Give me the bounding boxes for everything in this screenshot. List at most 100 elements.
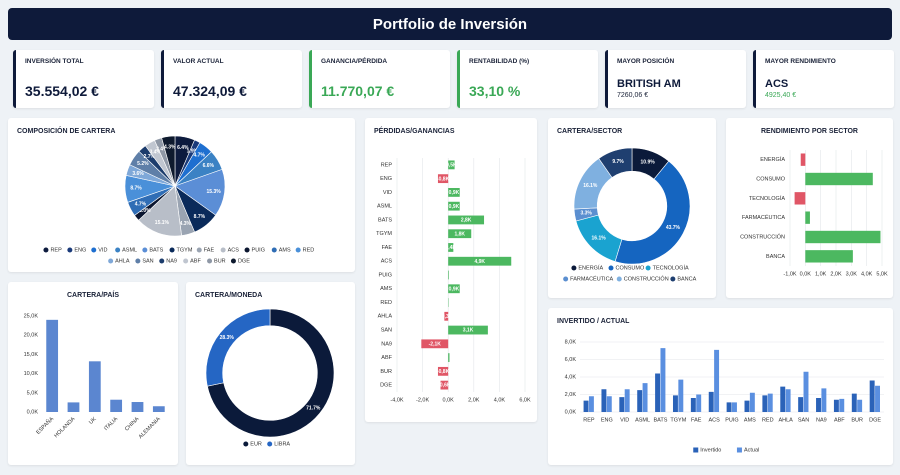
legend-swatch: [295, 247, 301, 253]
chart: CARTERA/MONEDA 71.7% 28.3% EUR LIBRA: [195, 292, 335, 447]
chart-panel: CARTERA/PAÍS 0,0K 5,0K 10,0K 15,0K 20,0K 25,0K…: [8, 282, 178, 465]
x-tick-label: ESPAÑA: [35, 415, 56, 436]
y-tick-label: 10,0K: [24, 371, 39, 377]
legend-swatch: [271, 247, 277, 253]
legend-label: AMS: [279, 247, 291, 253]
legend-label: ABF: [190, 258, 201, 264]
y-tick-label: ENG: [380, 176, 392, 182]
data-label: 3.3%: [580, 211, 592, 217]
y-tick-label: AMS: [380, 286, 392, 292]
kpi-label: RENTABILIDAD (%): [469, 58, 530, 65]
bar: [67, 402, 80, 412]
bar: [708, 391, 714, 412]
x-tick-label: PUIG: [725, 417, 738, 423]
chart: PÉRDIDAS/GANANCIAS -4,0K -2,0K 0,0K 2,0K 4,0K…: [374, 126, 531, 404]
kpi-card: RENTABILIDAD (%) 33,10 %: [457, 50, 598, 108]
legend-swatch: [67, 247, 73, 253]
chart-title: CARTERA/SECTOR: [557, 128, 622, 135]
legend-label: TGYM: [177, 247, 193, 253]
chart-panel: CARTERA/MONEDA 71.7% 28.3% EUR LIBRA: [186, 282, 355, 465]
bar: [642, 383, 648, 412]
chart-panel: INVERTIDO / ACTUAL 0,0K 2,0K 4,0K 6,0K 8,0K RE…: [548, 308, 893, 465]
y-tick-label: NA9: [381, 341, 392, 347]
x-tick-label: ITALIA: [103, 416, 119, 432]
bar: [46, 319, 59, 412]
x-tick-label: BUR: [851, 417, 863, 423]
x-tick-label: 4,0K: [861, 271, 873, 277]
y-tick-label: TECNOLOGÍA: [749, 195, 785, 202]
chart: CARTERA/PAÍS 0,0K 5,0K 10,0K 15,0K 20,0K 25,0K…: [24, 290, 165, 440]
y-tick-label: 4,0K: [565, 374, 577, 380]
chart: RENDIMIENTO POR SECTOR -1,0K 0,0K 1,0K 2,0K 3…: [740, 128, 888, 278]
legend-label: ENERGÍA: [578, 264, 603, 271]
bar: [448, 270, 449, 280]
y-tick-label: BUR: [380, 369, 392, 375]
bar: [448, 188, 460, 197]
legend-label: LIBRA: [274, 441, 290, 447]
legend-label: BATS: [149, 247, 163, 253]
y-tick-label: AHLA: [378, 314, 393, 320]
kpi-card: VALOR ACTUAL 47.324,09 €: [161, 50, 302, 108]
kpi-card: MAYOR RENDIMIENTO ACS 4925,40 €: [753, 50, 894, 108]
legend-swatch: [196, 247, 202, 253]
data-label: 16.1%: [592, 236, 607, 242]
bar: [714, 349, 720, 412]
legend-swatch: [563, 276, 569, 282]
data-label: 0,4K: [445, 245, 456, 251]
bar: [637, 390, 643, 412]
x-tick-label: RED: [762, 417, 774, 423]
legend-swatch: [267, 441, 273, 447]
data-label: 1.9%: [187, 148, 199, 154]
chart-panel: COMPOSICIÓN DE CARTERA 6.4% 1.9% 4.7% 6.6% 15…: [8, 118, 355, 272]
chart-panel: CARTERA/SECTOR 10.9% 43.7% 16.1% 3.3% 16.1% 9.…: [548, 118, 716, 298]
bar: [839, 398, 845, 412]
y-tick-label: VID: [383, 190, 392, 196]
bar: [588, 396, 594, 412]
legend-label: TECNOLOGÍA: [653, 264, 689, 271]
legend-label: ACS: [228, 247, 240, 253]
x-tick-label: FAE: [691, 417, 702, 423]
bar: [437, 174, 449, 184]
bar: [655, 373, 661, 412]
legend-swatch: [183, 258, 189, 264]
legend-swatch: [616, 276, 622, 282]
legend-label: BANCA: [677, 276, 696, 282]
x-tick-label: -1,0K: [783, 271, 796, 277]
y-tick-label: REP: [381, 162, 393, 168]
bar: [875, 385, 880, 412]
bar: [440, 380, 449, 390]
y-tick-label: 5,0K: [27, 390, 39, 396]
bar: [869, 380, 875, 412]
data-label: 4.7%: [135, 201, 147, 207]
kpi-value: 11.770,07 €: [321, 83, 395, 99]
kpi-card: GANANCIA/PÉRDIDA 11.770,07 €: [309, 50, 450, 108]
chart-title: CARTERA/PAÍS: [67, 290, 119, 299]
legend-label: PUIG: [252, 247, 265, 253]
bar: [805, 211, 810, 224]
bar: [606, 396, 612, 412]
chart-title: RENDIMIENTO POR SECTOR: [761, 128, 858, 135]
chart-title: COMPOSICIÓN DE CARTERA: [17, 126, 115, 135]
x-tick-label: SAN: [798, 417, 809, 423]
legend-label: Actual: [744, 447, 759, 453]
y-tick-label: SAN: [381, 328, 392, 334]
x-tick-label: AMS: [744, 417, 756, 423]
data-label: 0,9K: [449, 286, 460, 292]
bar: [437, 366, 449, 376]
bar: [780, 386, 786, 412]
legend-swatch: [220, 247, 226, 253]
bar: [732, 402, 737, 412]
x-tick-label: REP: [583, 417, 595, 423]
data-label: 0,5K: [446, 163, 457, 169]
pie-slice: [161, 135, 176, 187]
kpi-value: BRITISH AM: [617, 78, 681, 90]
y-tick-label: 0,0K: [565, 409, 577, 415]
x-tick-label: HOLANDA: [53, 416, 76, 439]
x-tick-label: VID: [620, 417, 629, 423]
bar: [816, 398, 821, 412]
bar: [619, 397, 625, 412]
kpi-label: GANANCIA/PÉRDIDA: [321, 58, 388, 65]
bar: [448, 215, 485, 225]
bar: [448, 325, 488, 335]
kpi-detail: 4925,40 €: [765, 92, 797, 99]
